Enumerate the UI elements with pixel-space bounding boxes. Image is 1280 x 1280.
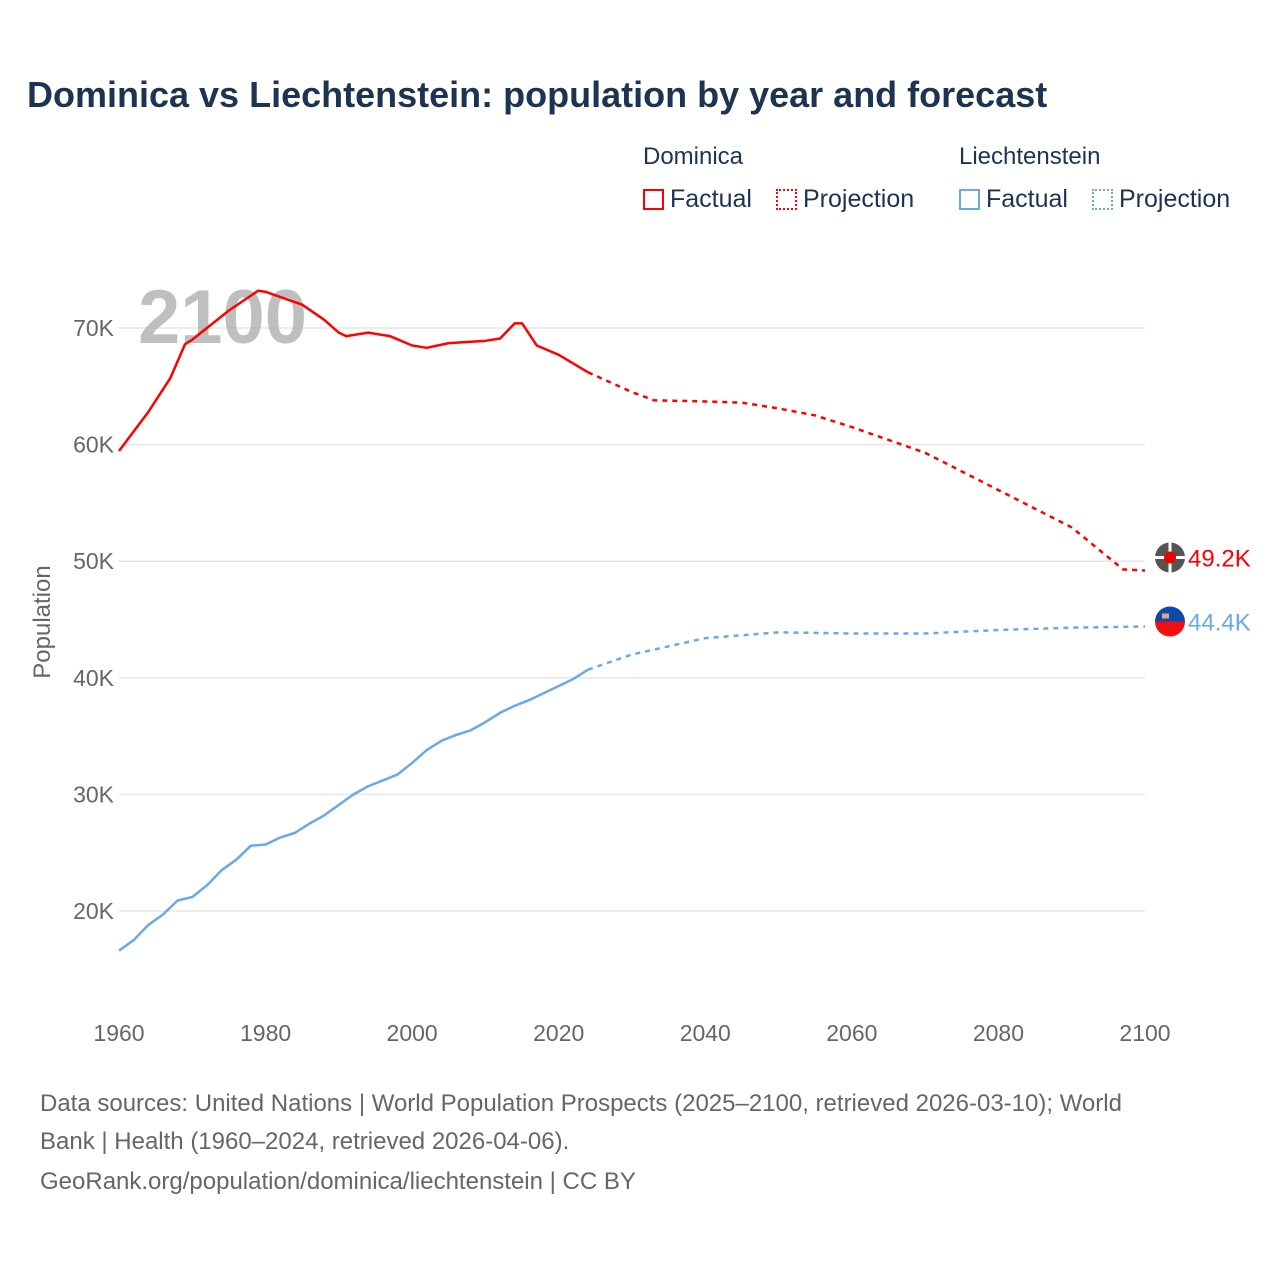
line-liechtenstein-factual <box>118 668 589 952</box>
legend-swatch <box>776 189 797 210</box>
legend-dominica-factual[interactable]: Factual <box>643 185 752 214</box>
legend-group-liechtenstein: Liechtenstein <box>959 143 1101 170</box>
flag-liechtenstein-icon <box>1155 606 1185 622</box>
x-tick-label: 2100 <box>1119 1020 1170 1046</box>
end-label-liechtenstein: 44.4K <box>1188 609 1251 636</box>
legend-label: Factual <box>670 185 752 213</box>
legend-swatch <box>959 189 980 210</box>
y-tick-label: 30K <box>73 781 115 807</box>
legend-swatch <box>1092 189 1113 210</box>
flag-disc <box>1164 551 1176 564</box>
flag-liechtenstein-lower <box>1155 621 1185 637</box>
footer-sources-1: Data sources: United Nations | World Pop… <box>40 1090 1122 1117</box>
y-tick-label: 40K <box>73 665 115 691</box>
line-dominica-factual <box>118 289 589 452</box>
x-tick-label: 1980 <box>240 1020 291 1046</box>
legend-label: Projection <box>1119 185 1231 213</box>
x-tick-label: 2000 <box>387 1020 438 1046</box>
footer-link[interactable]: GeoRank.org/population/dominica/liechten… <box>40 1168 636 1195</box>
legend-liechtenstein-projection[interactable]: Projection <box>1092 185 1230 214</box>
y-tick-label: 60K <box>73 432 115 458</box>
line-dominica-projection <box>587 371 1146 572</box>
x-tick-label: 2020 <box>533 1020 584 1046</box>
legend-liechtenstein-factual[interactable]: Factual <box>959 185 1068 214</box>
y-tick-label: 70K <box>73 315 115 341</box>
y-tick-label: 20K <box>73 898 115 924</box>
line-liechtenstein-projection <box>587 625 1146 671</box>
y-tick-label: 50K <box>73 548 115 574</box>
year-watermark: 2100 <box>138 275 307 360</box>
legend-label: Factual <box>986 185 1068 213</box>
plot-area: 20K 30K 40K 50K 60K 70K 1960 1980 2000 2020 2040 20… <box>29 275 1251 1046</box>
end-label-dominica: 49.2K <box>1188 546 1251 573</box>
chart-title: Dominica vs Liechtenstein: population by… <box>27 74 1048 115</box>
legend-label: Projection <box>803 185 915 213</box>
y-axis-label: Population <box>29 565 56 678</box>
x-tick-label: 2040 <box>680 1020 731 1046</box>
legend-group-dominica: Dominica <box>643 143 744 170</box>
legend-swatch <box>643 189 664 210</box>
legend-dominica-projection[interactable]: Projection <box>776 185 914 214</box>
footer-sources-2: Bank | Health (1960–2024, retrieved 2026… <box>40 1128 570 1155</box>
flag-crown <box>1162 613 1169 619</box>
x-tick-label: 2080 <box>973 1020 1024 1046</box>
x-tick-label: 1960 <box>93 1020 144 1046</box>
x-tick-label: 2060 <box>826 1020 877 1046</box>
